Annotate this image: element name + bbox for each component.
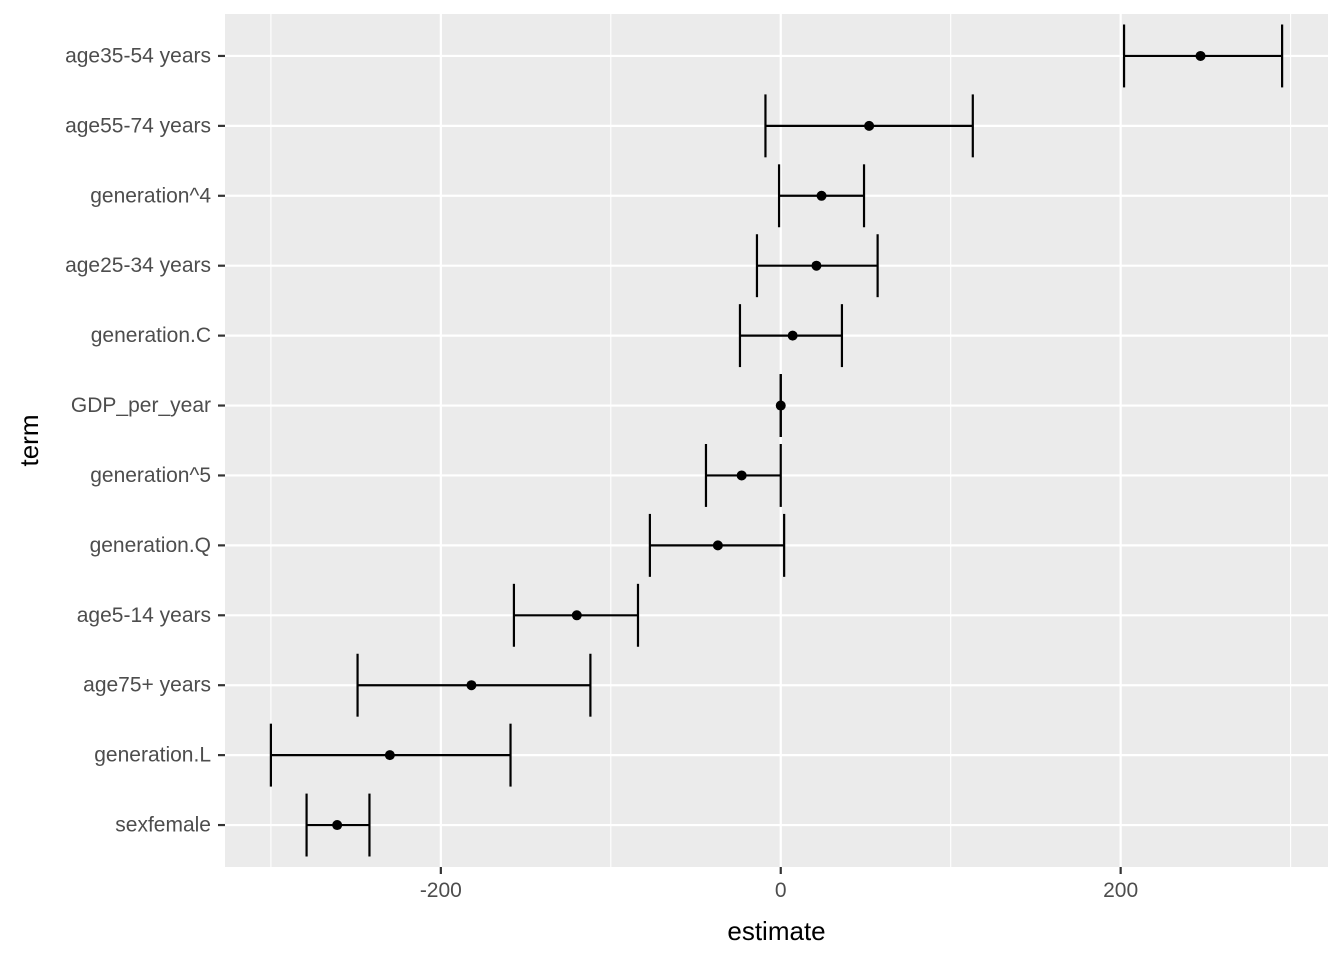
- estimate-point: [864, 120, 875, 131]
- y-axis: age35-54 years age55-74 years generation^4…: [65, 44, 225, 837]
- y-tick-label: sexfemale: [115, 814, 211, 837]
- y-tick-label: generation.Q: [90, 534, 211, 557]
- error-bars: [269, 24, 1284, 857]
- x-tick-label: 200: [1103, 879, 1138, 902]
- y-tick-label: GDP_per_year: [71, 394, 211, 417]
- y-tick-label: generation^4: [90, 184, 211, 207]
- y-tick-label: age75+ years: [83, 674, 211, 697]
- estimate-point: [1195, 50, 1206, 61]
- x-tick-label: 0: [775, 879, 787, 902]
- estimate-point: [736, 470, 747, 481]
- estimate-point: [811, 260, 822, 271]
- estimate-point: [775, 400, 786, 411]
- y-tick-label: generation.C: [91, 324, 211, 347]
- y-tick-label: generation.L: [94, 744, 211, 767]
- estimate-point: [332, 820, 343, 831]
- estimate-point: [787, 330, 798, 341]
- x-axis-title: estimate: [727, 916, 825, 946]
- estimate-point: [384, 750, 395, 761]
- x-axis: -200 0 200: [420, 867, 1138, 902]
- estimate-point: [571, 610, 582, 621]
- estimate-point: [816, 190, 827, 201]
- estimate-points: [332, 50, 1206, 831]
- x-tick-label: -200: [420, 879, 462, 902]
- estimate-point: [712, 540, 723, 551]
- plot-panel: [225, 14, 1328, 867]
- estimate-point: [466, 680, 477, 691]
- y-tick-label: age5-14 years: [77, 604, 211, 627]
- panel-background: [225, 14, 1328, 867]
- y-tick-label: age35-54 years: [65, 44, 211, 67]
- y-axis-title: term: [14, 415, 44, 467]
- y-tick-label: age25-34 years: [65, 254, 211, 277]
- y-tick-label: age55-74 years: [65, 114, 211, 137]
- y-tick-label: generation^5: [90, 464, 211, 487]
